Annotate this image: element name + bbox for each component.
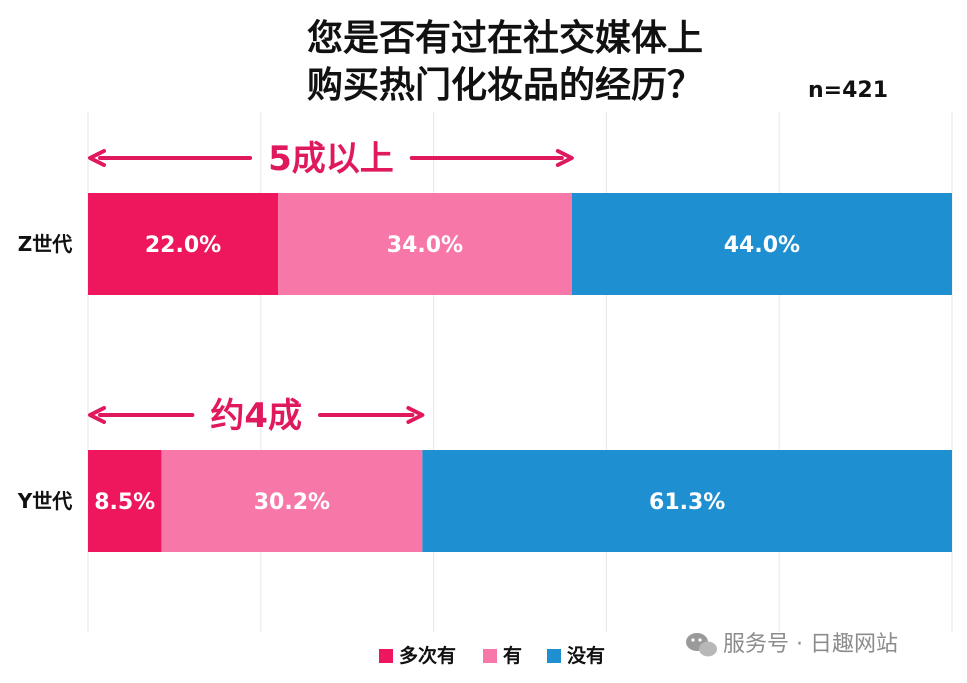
legend: 多次有 有 没有 [379, 644, 605, 667]
annotation-arrowhead-right-1 [406, 406, 425, 424]
legend-label-1: 有 [503, 644, 522, 667]
bar-1-2 [422, 450, 952, 552]
data-label-0-0: 22.0% [145, 233, 221, 258]
data-label-0-1: 34.0% [387, 233, 463, 258]
category-label-1: Y世代 [17, 489, 72, 513]
sample-size: n=421 [808, 78, 888, 103]
annotation-arrowhead-left-1 [88, 406, 106, 424]
bars [88, 193, 952, 552]
category-labels: Z世代 Y世代 [17, 232, 73, 513]
bar-1-1 [161, 450, 423, 552]
legend-label-0: 多次有 [399, 644, 456, 667]
annotation-text-1: 约4成 [210, 396, 302, 436]
annotation-arrowhead-right-0 [555, 149, 574, 167]
category-label-0: Z世代 [18, 232, 73, 256]
legend-swatch-2 [547, 649, 561, 663]
data-label-1-1: 30.2% [254, 490, 330, 515]
legend-swatch-1 [483, 649, 497, 663]
bar-labels: 22.0% 34.0% 44.0% 8.5% 30.2% 61.3% [94, 233, 800, 515]
chart-title: 您是否有过在社交媒体上 购买热门化妆品的经历？ n=421 [307, 17, 888, 106]
data-label-0-2: 44.0% [724, 233, 800, 258]
watermark-text: 服务号 · 日趣网站 [723, 632, 898, 657]
annotation-text-0: 5成以上 [268, 139, 394, 179]
title-line-1: 您是否有过在社交媒体上 [307, 17, 703, 59]
annotation-0: 5成以上 [88, 139, 574, 179]
bar-0-2 [571, 193, 952, 295]
data-label-1-0: 8.5% [94, 490, 155, 515]
data-label-1-2: 61.3% [649, 490, 725, 515]
gridlines [87, 112, 953, 632]
annotation-arrowhead-left-0 [88, 149, 106, 167]
annotation-1: 约4成 [88, 396, 425, 436]
bar-0-0 [88, 193, 279, 295]
legend-swatch-0 [379, 649, 393, 663]
legend-label-2: 没有 [567, 644, 605, 667]
bar-1-0 [88, 450, 162, 552]
bar-0-1 [278, 193, 572, 295]
wechat-icon [686, 633, 717, 657]
watermark: 服务号 · 日趣网站 [686, 632, 898, 657]
title-line-2: 购买热门化妆品的经历？ [307, 65, 703, 106]
